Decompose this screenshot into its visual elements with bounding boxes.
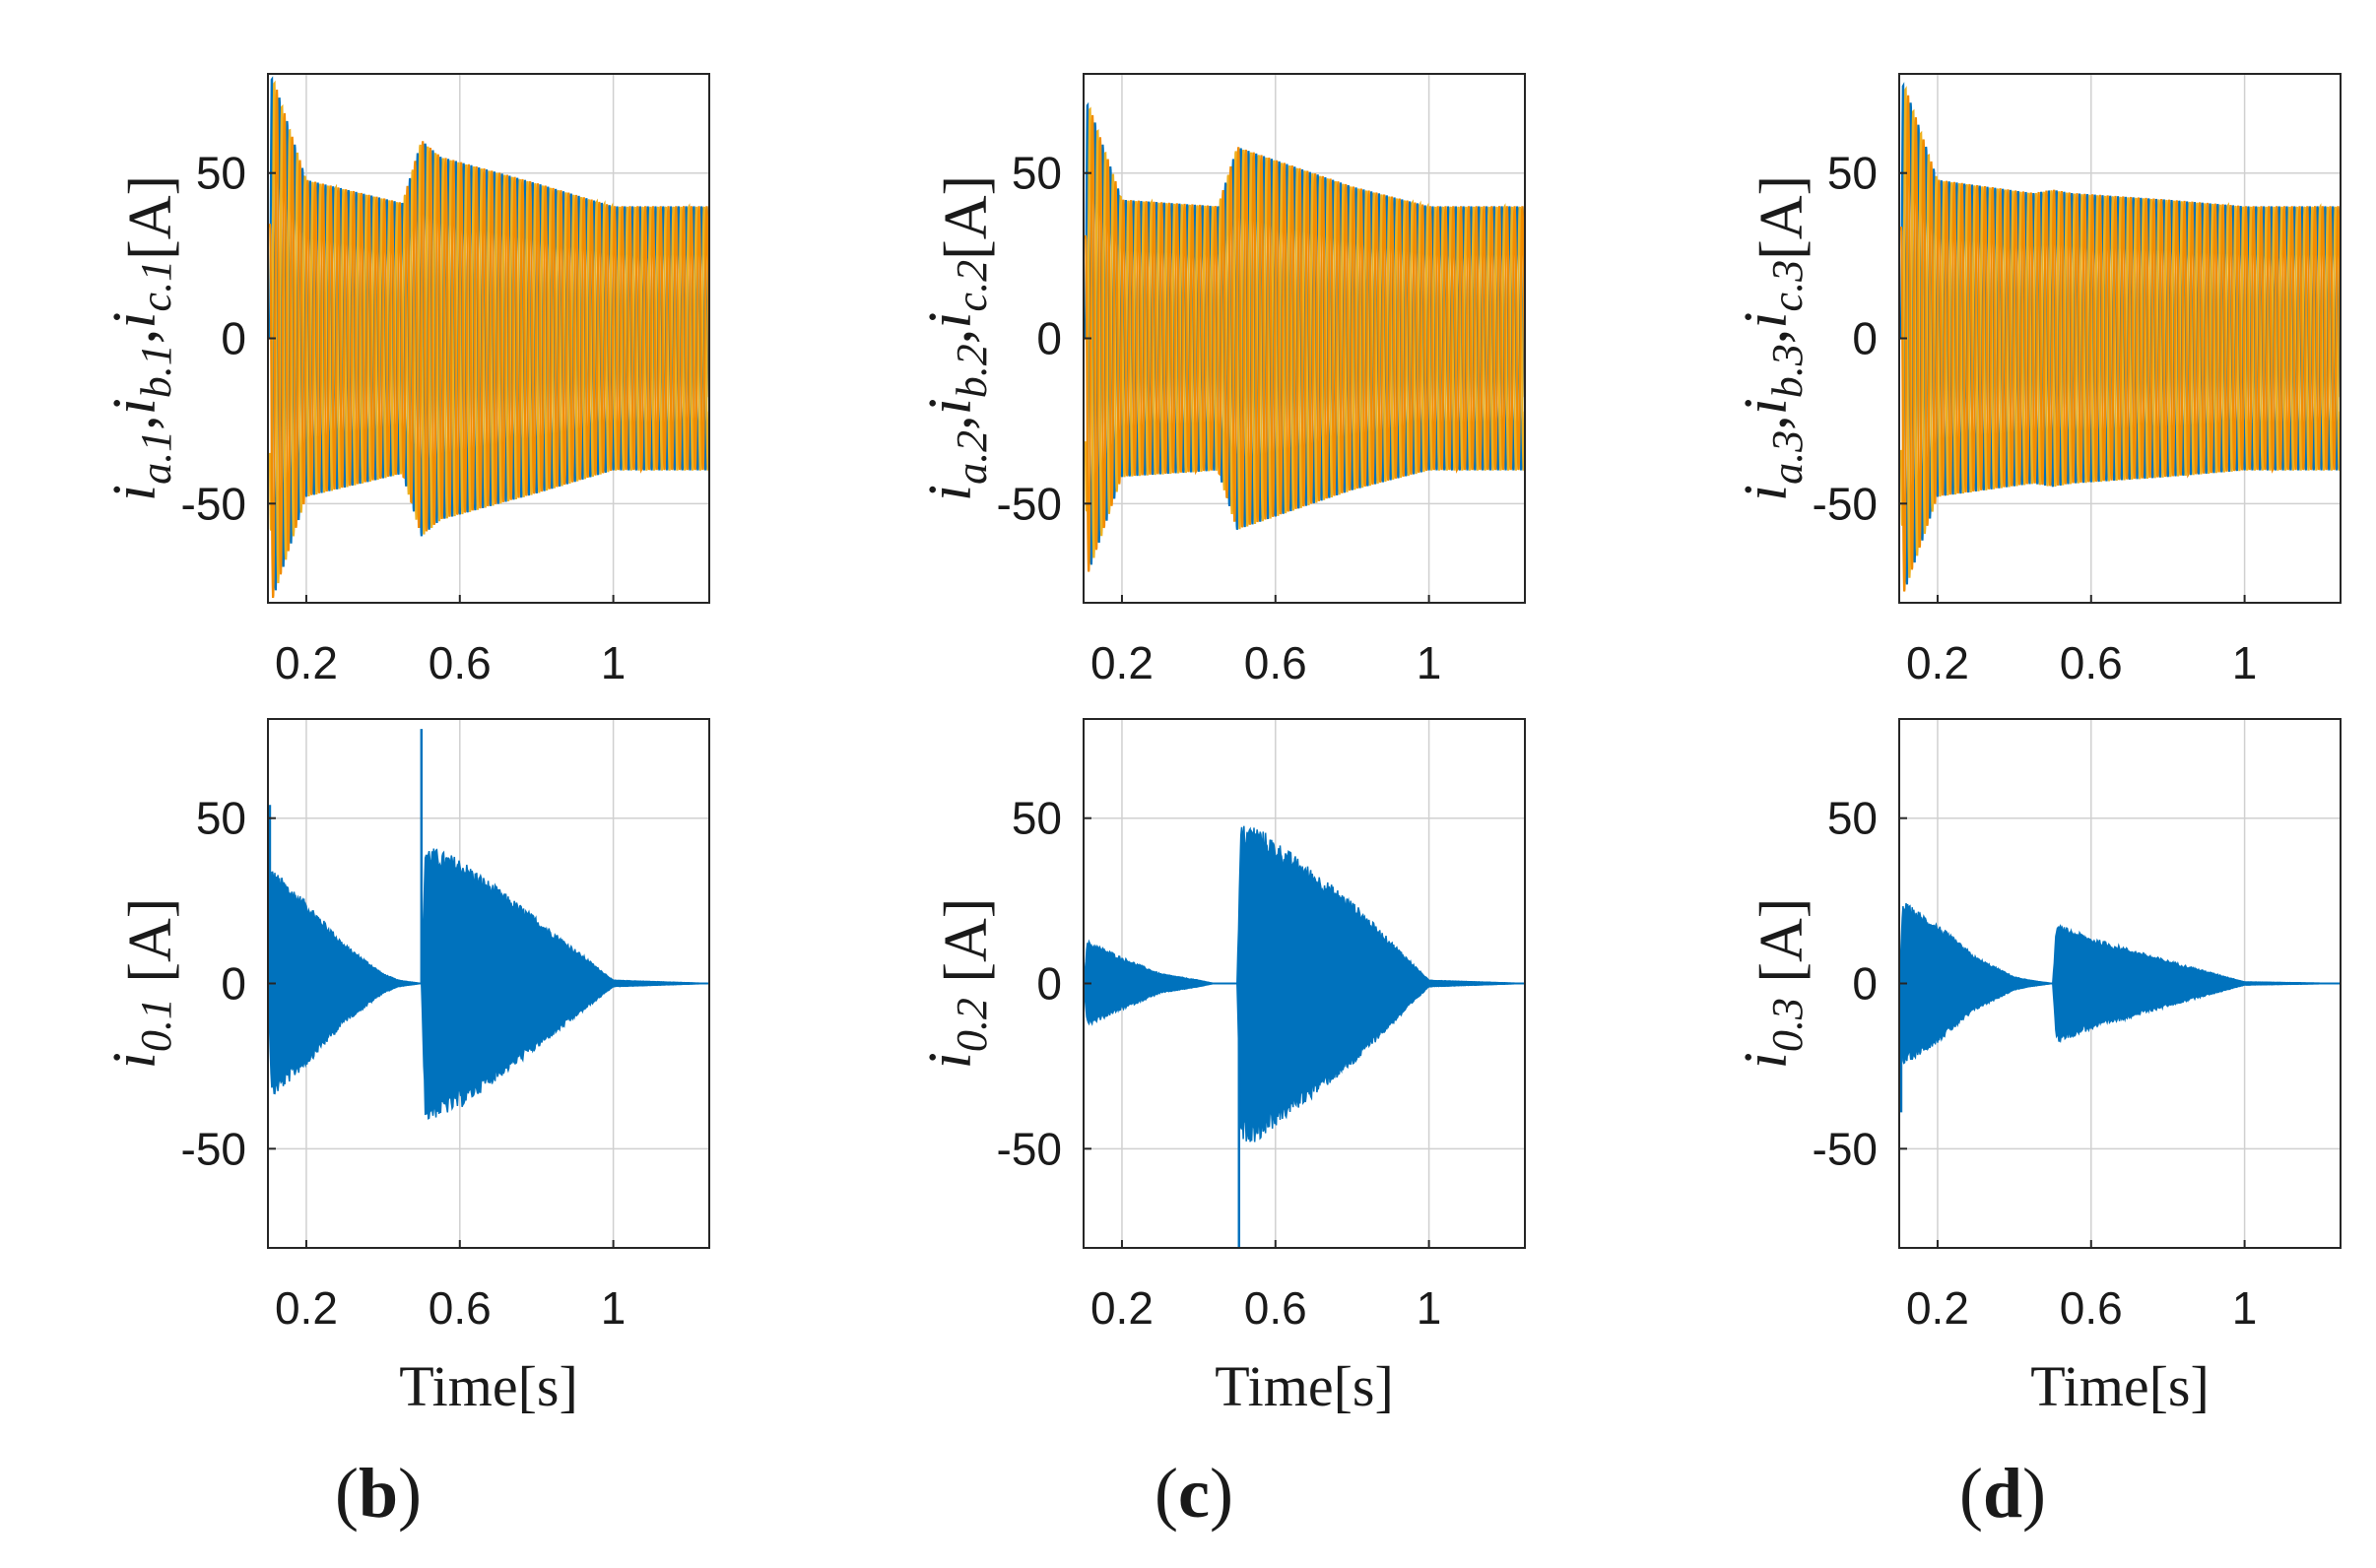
y-tick-label: 50 [1827, 148, 1878, 199]
y-label-subscript: c.2 [948, 260, 996, 312]
y-label-unit: [A] [1749, 898, 1815, 999]
y-label-symbol: i [1733, 311, 1800, 328]
y-tick-label: -50 [1813, 478, 1878, 529]
y-label-symbol: i [101, 1052, 168, 1069]
x-tick-label: 1 [601, 637, 627, 688]
x-axis-label: Time[s] [1215, 1354, 1394, 1418]
phase-c-trace [1084, 114, 1525, 572]
y-tick-label: 0 [1852, 313, 1878, 364]
x-tick-label: 0.2 [1906, 637, 1969, 688]
y-tick-label: -50 [1813, 1123, 1878, 1174]
y-tick-label: 50 [196, 148, 246, 199]
y-label-subscript: 0.3 [1763, 998, 1812, 1052]
y-label-symbol: i [917, 485, 984, 501]
y-label-unit: [A] [933, 175, 1000, 260]
y-tick-label: -50 [997, 1123, 1062, 1174]
x-tick-label: 0.6 [429, 637, 492, 688]
y-tick-label: 50 [196, 793, 246, 844]
data-layer [1084, 825, 1525, 1248]
y-axis-label: ia.1,ib.1,ic.1[A] [101, 175, 184, 501]
y-axis-label: i0.3 [A] [1733, 898, 1815, 1070]
y-label-subscript: c.1 [132, 260, 180, 312]
y-label-unit: [A] [117, 898, 184, 999]
y-label-symbol: i [1733, 398, 1800, 415]
data-layer [1084, 101, 1525, 572]
x-tick-label: 1 [1417, 637, 1442, 688]
x-tick-label: 0.2 [275, 637, 338, 688]
y-axis-label: ia.3,ib.3,ic.3[A] [1733, 175, 1815, 501]
y-tick-label: 0 [1036, 313, 1062, 364]
x-tick-label: 0.6 [429, 1282, 492, 1334]
y-label-subscript: a.3 [1763, 430, 1812, 485]
phase-c-trace [268, 89, 709, 599]
data-layer [268, 76, 709, 599]
y-tick-label: -50 [181, 1123, 246, 1174]
x-tick-label: 0.6 [2060, 637, 2123, 688]
x-tick-label: 1 [2232, 637, 2258, 688]
y-label-subscript: b.1 [132, 344, 180, 398]
data-layer [268, 729, 709, 1120]
y-tick-label: 50 [1827, 793, 1878, 844]
y-label-symbol: i [917, 398, 984, 415]
y-tick-label: 0 [1036, 958, 1062, 1010]
y-label-unit: [A] [117, 175, 184, 260]
subplot-d2: 0.2 0.6 1 -50 0 50 i0.3 [A] Time[s] [1733, 718, 2342, 1418]
y-axis-label: i0.2 [A] [917, 898, 1000, 1070]
y-label-subscript: c.3 [1763, 260, 1812, 312]
y-label-subscript: 0.2 [948, 998, 996, 1052]
y-axis-label: i0.1 [A] [101, 898, 184, 1070]
x-tick-label: 0.2 [1090, 637, 1154, 688]
y-label-symbol: i [101, 311, 168, 328]
data-layer [1899, 82, 2341, 592]
x-tick-label: 0.6 [1244, 637, 1307, 688]
x-tick-label: 0.6 [2060, 1282, 2123, 1334]
subplot-b2: 0.2 0.6 1 -50 0 50 i0.1 [A] Time[s] [101, 718, 710, 1418]
panel-label-b: (b) [335, 1454, 422, 1533]
y-axis-label: ia.2,ib.2,ic.2[A] [917, 175, 1000, 501]
y-label-subscript: b.3 [1763, 344, 1812, 398]
y-tick-label: 0 [1852, 958, 1878, 1010]
y-label-unit: [A] [933, 898, 1000, 999]
y-label-unit: [A] [1749, 175, 1815, 260]
y-tick-label: -50 [181, 478, 246, 529]
y-tick-label: -50 [997, 478, 1062, 529]
y-tick-label: 50 [1012, 148, 1062, 199]
y-tick-label: 50 [1012, 793, 1062, 844]
phase-c-trace [1899, 95, 2341, 592]
y-label-symbol: i [917, 1052, 984, 1069]
x-tick-label: 0.2 [1090, 1282, 1154, 1334]
x-axis-label: Time[s] [399, 1354, 578, 1418]
y-tick-label: 0 [221, 313, 246, 364]
panel-label-d: (d) [1959, 1454, 2046, 1533]
y-tick-label: 0 [221, 958, 246, 1010]
y-label-subscript: b.2 [948, 344, 996, 398]
x-tick-label: 0.6 [1244, 1282, 1307, 1334]
y-label-symbol: i [1733, 1052, 1800, 1069]
y-label-subscript: a.1 [132, 430, 180, 485]
y-label-symbol: i [101, 398, 168, 415]
y-label-subscript: 0.1 [132, 998, 180, 1052]
data-layer [1899, 903, 2341, 1113]
x-axis-label: Time[s] [2030, 1354, 2210, 1418]
x-tick-label: 0.2 [275, 1282, 338, 1334]
x-tick-label: 1 [1417, 1282, 1442, 1334]
x-tick-label: 1 [2232, 1282, 2258, 1334]
panel-label-c: (c) [1155, 1454, 1233, 1533]
y-label-symbol: i [1733, 485, 1800, 501]
y-label-symbol: i [917, 311, 984, 328]
x-tick-label: 1 [601, 1282, 627, 1334]
y-label-symbol: i [101, 485, 168, 501]
y-label-subscript: a.2 [948, 430, 996, 485]
x-tick-label: 0.2 [1906, 1282, 1969, 1334]
